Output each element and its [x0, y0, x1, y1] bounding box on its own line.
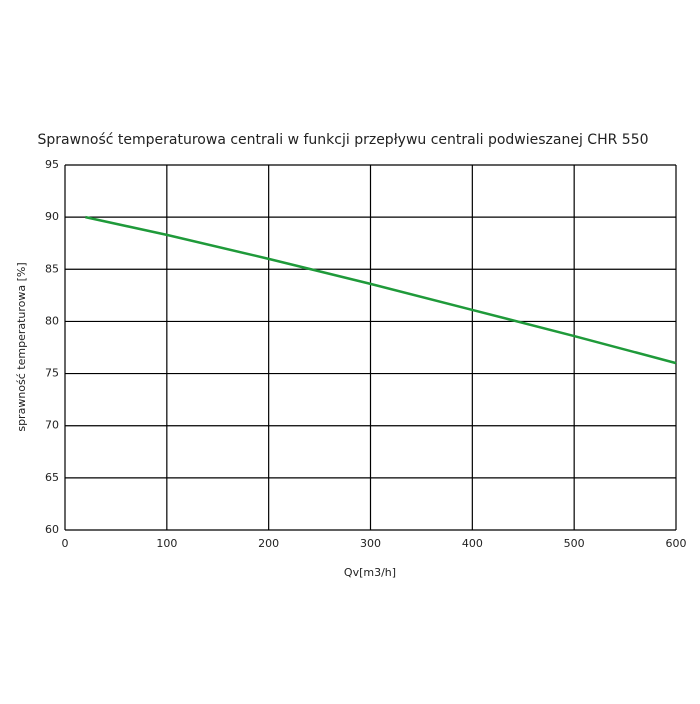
x-axis-label: Qv[m3/h] [344, 566, 396, 579]
y-tick-label: 75 [45, 367, 59, 380]
x-tick-label: 200 [258, 537, 279, 550]
x-tick-label: 0 [62, 537, 69, 550]
y-tick-label: 65 [45, 471, 59, 484]
y-axis-label: sprawność temperaturowa [%] [15, 262, 28, 431]
y-tick-label: 95 [45, 158, 59, 171]
x-tick-label: 600 [666, 537, 687, 550]
y-tick-label: 60 [45, 523, 59, 536]
y-tick-label: 80 [45, 314, 59, 327]
y-tick-label: 70 [45, 419, 59, 432]
x-tick-label: 400 [462, 537, 483, 550]
x-tick-label: 100 [156, 537, 177, 550]
x-tick-label: 300 [360, 537, 381, 550]
data-line [85, 215, 677, 365]
y-tick-label: 90 [45, 210, 59, 223]
x-tick-label: 500 [564, 537, 585, 550]
chart-title: Sprawność temperaturowa centrali w funkc… [37, 132, 648, 148]
y-tick-label: 85 [45, 262, 59, 275]
